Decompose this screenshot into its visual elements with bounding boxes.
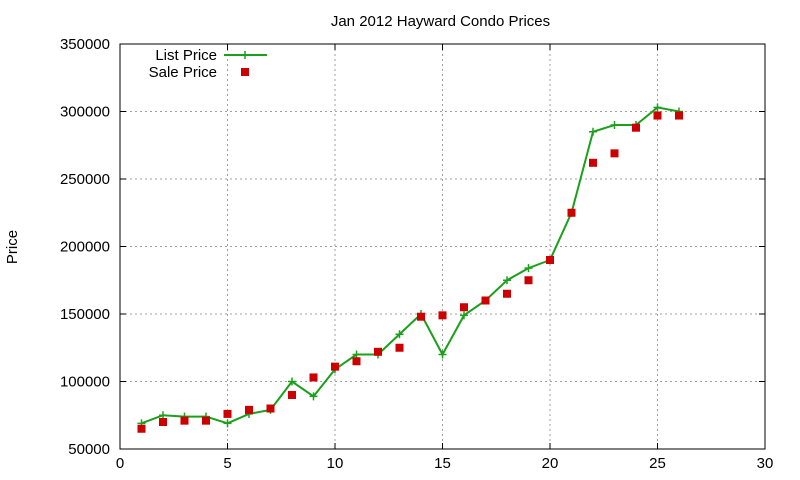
data-point [503, 289, 511, 298]
x-tick-label: 20 [542, 455, 559, 472]
data-point [417, 312, 425, 321]
data-point [137, 424, 146, 433]
legend-marker [241, 51, 249, 59]
data-point [288, 377, 296, 386]
data-point [546, 256, 554, 264]
data-point [610, 121, 619, 129]
data-point [589, 158, 597, 167]
data-point [352, 350, 361, 359]
data-point [395, 330, 404, 339]
x-tick-label: 15 [434, 455, 451, 472]
data-point [223, 419, 232, 428]
data-point [567, 208, 576, 217]
data-point [331, 362, 339, 371]
axes: 0 5 10 15 20 25 30 50000 100000 150000 200000 25000… [60, 36, 773, 472]
data-point [266, 404, 275, 413]
y-tick-label: 50000 [68, 441, 110, 458]
data-point [395, 343, 404, 352]
x-tick-label: 25 [649, 455, 666, 472]
data-point [675, 111, 683, 120]
data-point [352, 357, 361, 366]
x-tick-label: 30 [757, 455, 774, 472]
legend-label: List Price [155, 47, 217, 64]
data-point [632, 123, 640, 132]
data-point [309, 373, 318, 382]
data-point [481, 296, 490, 305]
x-tick-label: 5 [223, 455, 231, 472]
data-point [288, 391, 296, 399]
data-point [202, 416, 210, 425]
data-point [180, 416, 189, 425]
legend-item: Sale Price [149, 64, 249, 81]
data-point [374, 347, 382, 356]
data-point [245, 405, 253, 414]
x-tick-label: 0 [116, 455, 124, 472]
data-point [438, 350, 447, 359]
y-tick-label: 200000 [60, 239, 110, 256]
data-point [159, 411, 167, 420]
y-tick-label: 300000 [60, 104, 110, 121]
x-tick-label: 10 [327, 455, 344, 472]
y-tick-label: 100000 [60, 374, 110, 391]
data-point [610, 149, 619, 158]
series-list-price [137, 103, 683, 428]
data-point [159, 418, 167, 426]
y-tick-label: 150000 [60, 306, 110, 323]
data-point [460, 311, 468, 320]
data-point [589, 127, 597, 136]
data-point [653, 103, 662, 112]
data-point [223, 409, 232, 418]
data-point [503, 276, 511, 285]
data-point [524, 264, 533, 273]
y-tick-label: 350000 [60, 36, 110, 53]
series-sale-price [137, 111, 683, 433]
y-tick-label: 250000 [60, 171, 110, 188]
data-point [438, 311, 447, 320]
grid-lines [120, 44, 765, 449]
series [137, 103, 683, 433]
data-point [653, 111, 662, 120]
y-axis-label: Price [4, 230, 21, 264]
series-line [141, 106, 680, 425]
data-point [460, 303, 468, 312]
legend-item: List Price [155, 47, 267, 64]
legend-label: Sale Price [149, 64, 217, 81]
chart-title: Jan 2012 Hayward Condo Prices [331, 13, 550, 30]
legend-marker [241, 68, 249, 76]
data-point [524, 276, 533, 285]
data-point [309, 392, 318, 401]
